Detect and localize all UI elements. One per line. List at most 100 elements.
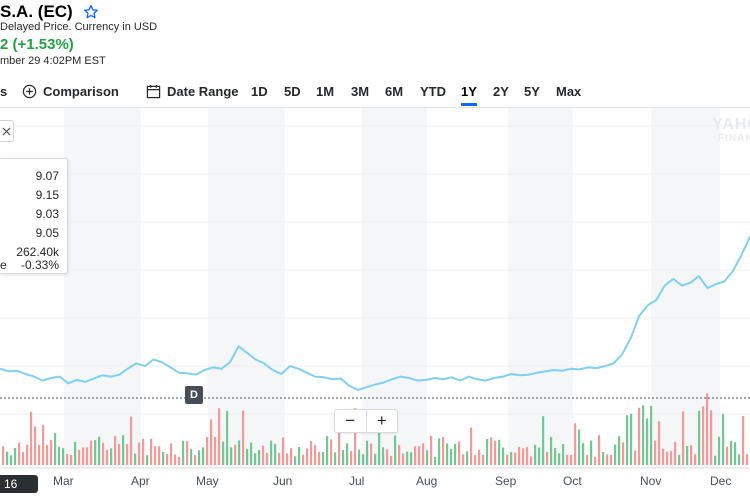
quote-subtitle: Delayed Price. Currency in USD (0, 21, 158, 33)
range-5y[interactable]: 5Y (524, 84, 540, 99)
volume-bar (250, 442, 253, 465)
volume-bar (10, 455, 13, 465)
volume-bar (562, 444, 565, 465)
volume-bar (614, 444, 617, 465)
range-3m[interactable]: 3M (351, 84, 370, 99)
volume-bar (338, 420, 341, 465)
range-ytd[interactable]: YTD (420, 84, 446, 99)
x-tick-label: Mar (53, 474, 74, 488)
volume-bar (470, 427, 473, 465)
x-tick-label: Sep (495, 474, 517, 488)
volume-bar (566, 454, 569, 465)
volume-bar (626, 415, 629, 465)
zoom-out-button[interactable]: − (335, 410, 367, 432)
volume-bar (678, 454, 681, 465)
price-chart-svg (0, 108, 750, 469)
volume-bar (94, 440, 97, 465)
volume-bar (138, 442, 141, 465)
range-1d[interactable]: 1D (251, 84, 268, 99)
volume-bar (158, 446, 161, 465)
volume-bar (346, 443, 349, 465)
volume-bar (526, 447, 529, 465)
volume-bar (270, 440, 273, 465)
volume-bar (542, 416, 545, 465)
range-1y[interactable]: 1Y (461, 84, 477, 106)
tooltip-open: 9.07 (35, 169, 59, 183)
volume-bar (166, 453, 169, 465)
volume-bar (186, 441, 189, 465)
volume-bar (114, 435, 117, 465)
volume-bar (478, 449, 481, 465)
volume-bar (354, 408, 357, 465)
star-icon[interactable] (83, 4, 99, 20)
price-chart[interactable] (0, 108, 750, 500)
volume-bar (662, 448, 665, 465)
volume-bar (58, 446, 61, 465)
volume-bar (442, 436, 445, 465)
volume-bar (594, 456, 597, 465)
close-tooltip-button[interactable] (0, 120, 14, 142)
volume-bar (406, 451, 409, 465)
volume-bar (690, 445, 693, 465)
volume-bar (46, 444, 49, 465)
volume-bar (686, 445, 689, 465)
toolbar-item-cut[interactable]: s (0, 84, 8, 99)
volume-bar (122, 435, 125, 465)
zoom-in-button[interactable]: + (376, 411, 387, 430)
volume-bar (34, 426, 37, 465)
date-range-label: Date Range (167, 84, 239, 99)
volume-bar (394, 435, 397, 465)
volume-bar (266, 452, 269, 465)
volume-bar (162, 451, 165, 465)
volume-bar (510, 452, 513, 465)
volume-bar (218, 408, 221, 465)
volume-bar (670, 450, 673, 465)
volume-bar (714, 455, 717, 465)
month-band (64, 108, 141, 468)
volume-bar (146, 455, 149, 465)
quote-title: S.A. (EC) (0, 2, 73, 21)
volume-bar (258, 450, 261, 465)
range-6m[interactable]: 6M (385, 84, 404, 99)
volume-bar (474, 455, 477, 465)
volume-bar (574, 423, 577, 465)
range-max[interactable]: Max (556, 84, 582, 99)
volume-bar (190, 449, 193, 465)
zoom-controls: − + (334, 409, 398, 433)
volume-bar (210, 419, 213, 465)
volume-bar (62, 448, 65, 465)
range-5d[interactable]: 5D (284, 84, 301, 99)
volume-bar (650, 405, 653, 465)
volume-bar (274, 443, 277, 465)
volume-bar (590, 440, 593, 465)
volume-bar (402, 453, 405, 465)
volume-bar (374, 453, 377, 465)
data-tooltip: 9.07 9.15 9.03 9.05 262.40k e -0.33% (0, 158, 68, 274)
quote-header: S.A. (EC) Delayed Price. Currency in USD… (0, 0, 750, 72)
volume-bar (238, 440, 241, 465)
month-band (362, 108, 427, 468)
volume-bar (482, 454, 485, 465)
range-2y[interactable]: 2Y (493, 84, 509, 99)
comparison-button[interactable]: Comparison (22, 84, 119, 99)
volume-bar (658, 421, 661, 465)
date-range-button[interactable]: Date Range (146, 84, 239, 99)
volume-bar (742, 416, 745, 465)
volume-bar (310, 440, 313, 465)
volume-bar (254, 453, 257, 465)
volume-bar (330, 439, 333, 465)
volume-bar (2, 446, 5, 465)
volume-bar (682, 411, 685, 465)
volume-bar (426, 450, 429, 465)
dividend-marker[interactable]: D (185, 386, 203, 404)
volume-bar (142, 438, 145, 465)
quote-timestamp: mber 29 4:02PM EST (0, 55, 106, 67)
x-tick-label: Apr (131, 474, 150, 488)
range-1m[interactable]: 1M (316, 84, 335, 99)
volume-bar (518, 447, 521, 465)
volume-bar (350, 450, 353, 465)
volume-bar (534, 444, 537, 465)
volume-bar (26, 444, 29, 465)
volume-bar (570, 455, 573, 465)
volume-bar (462, 454, 465, 465)
